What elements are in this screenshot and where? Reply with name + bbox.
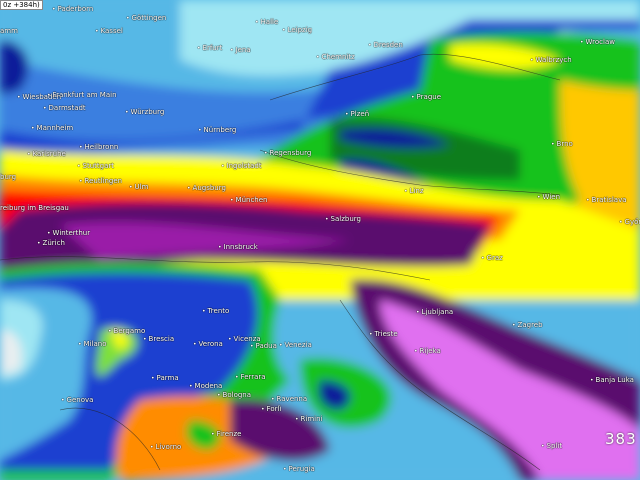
city-label: Walbrzych (530, 56, 572, 65)
city-label: Linz (404, 187, 424, 196)
city-label: Kassel (95, 27, 123, 36)
city-label: Darmstadt (43, 104, 86, 113)
city-label: Rimini (295, 415, 323, 424)
city-label: amm (0, 27, 18, 35)
city-label: Ferrara (235, 373, 266, 382)
city-label: Plzeň (345, 110, 370, 119)
city-label: Banja Luka (590, 376, 634, 385)
city-label: Trieste (369, 330, 398, 339)
city-label: Venezia (279, 341, 312, 350)
city-label: Winterthur (47, 229, 91, 238)
city-label: Reutlingen (79, 177, 123, 186)
city-label: Dresden (368, 41, 403, 50)
city-label: reiburg im Breisgau (0, 204, 69, 212)
city-label: Brno (551, 140, 573, 149)
city-label: Vicenza (228, 335, 261, 344)
city-label: Heilbronn (79, 143, 119, 152)
city-label: Frankfurt am Main (47, 91, 117, 100)
city-label: Zagreb (512, 321, 543, 330)
city-label: Regensburg (264, 149, 312, 158)
city-label: Mannheim (31, 124, 74, 133)
city-label: Trento (202, 307, 230, 316)
city-label: Stuttgart (77, 162, 114, 171)
city-label: Bratislava (586, 196, 627, 205)
frame-number: 383 (605, 430, 637, 448)
city-label: Bergamo (108, 327, 146, 336)
city-label: Firenze (211, 430, 242, 439)
city-label: Leipzig (282, 26, 313, 35)
city-label: Halle (255, 18, 279, 27)
city-label: Modena (189, 382, 223, 391)
city-label: Paderborn (52, 5, 94, 14)
city-label: Verona (193, 340, 223, 349)
city-label: Parma (151, 374, 179, 383)
city-label: Livorno (150, 443, 182, 452)
city-label: Innsbruck (218, 243, 258, 252)
city-label: Zürich (37, 239, 65, 248)
city-label: Wiesbaden (17, 93, 62, 102)
city-label: Ingolstadt (221, 162, 262, 171)
city-label: Split (541, 442, 563, 451)
city-label: Milano (78, 340, 107, 349)
city-label: Bologna (217, 391, 251, 400)
city-label: Ljubljana (416, 308, 454, 317)
city-label: Nürnberg (198, 126, 237, 135)
city-label: burg (0, 173, 17, 181)
city-label: Brescia (143, 335, 175, 344)
city-label: München (230, 196, 268, 205)
city-label: Prague (411, 93, 441, 102)
city-label: Augsburg (187, 184, 226, 193)
city-label: Jena (230, 46, 251, 55)
city-label: Graz (481, 254, 503, 263)
city-label: Wien (537, 193, 560, 202)
city-label: Chemnitz (316, 53, 355, 62)
city-label: Ulm (129, 183, 149, 192)
city-label: Wroclaw (580, 38, 615, 47)
city-label: Ravenna (271, 395, 308, 404)
city-label: Genova (61, 396, 94, 405)
city-label: Erfurt (197, 44, 223, 53)
forecast-run-label: 0z +384h) (0, 0, 43, 10)
city-label: Würzburg (125, 108, 165, 117)
city-label: Perugia (283, 465, 315, 474)
city-label: Forlì (261, 405, 282, 414)
city-label: Karlsruhe (27, 150, 66, 159)
city-label: Rijeka (414, 347, 441, 356)
city-label: Padua (250, 342, 277, 351)
city-label: Győr (619, 218, 640, 227)
border-lines (0, 53, 561, 471)
city-label: Salzburg (325, 215, 361, 224)
city-label: Göttingen (126, 14, 167, 23)
